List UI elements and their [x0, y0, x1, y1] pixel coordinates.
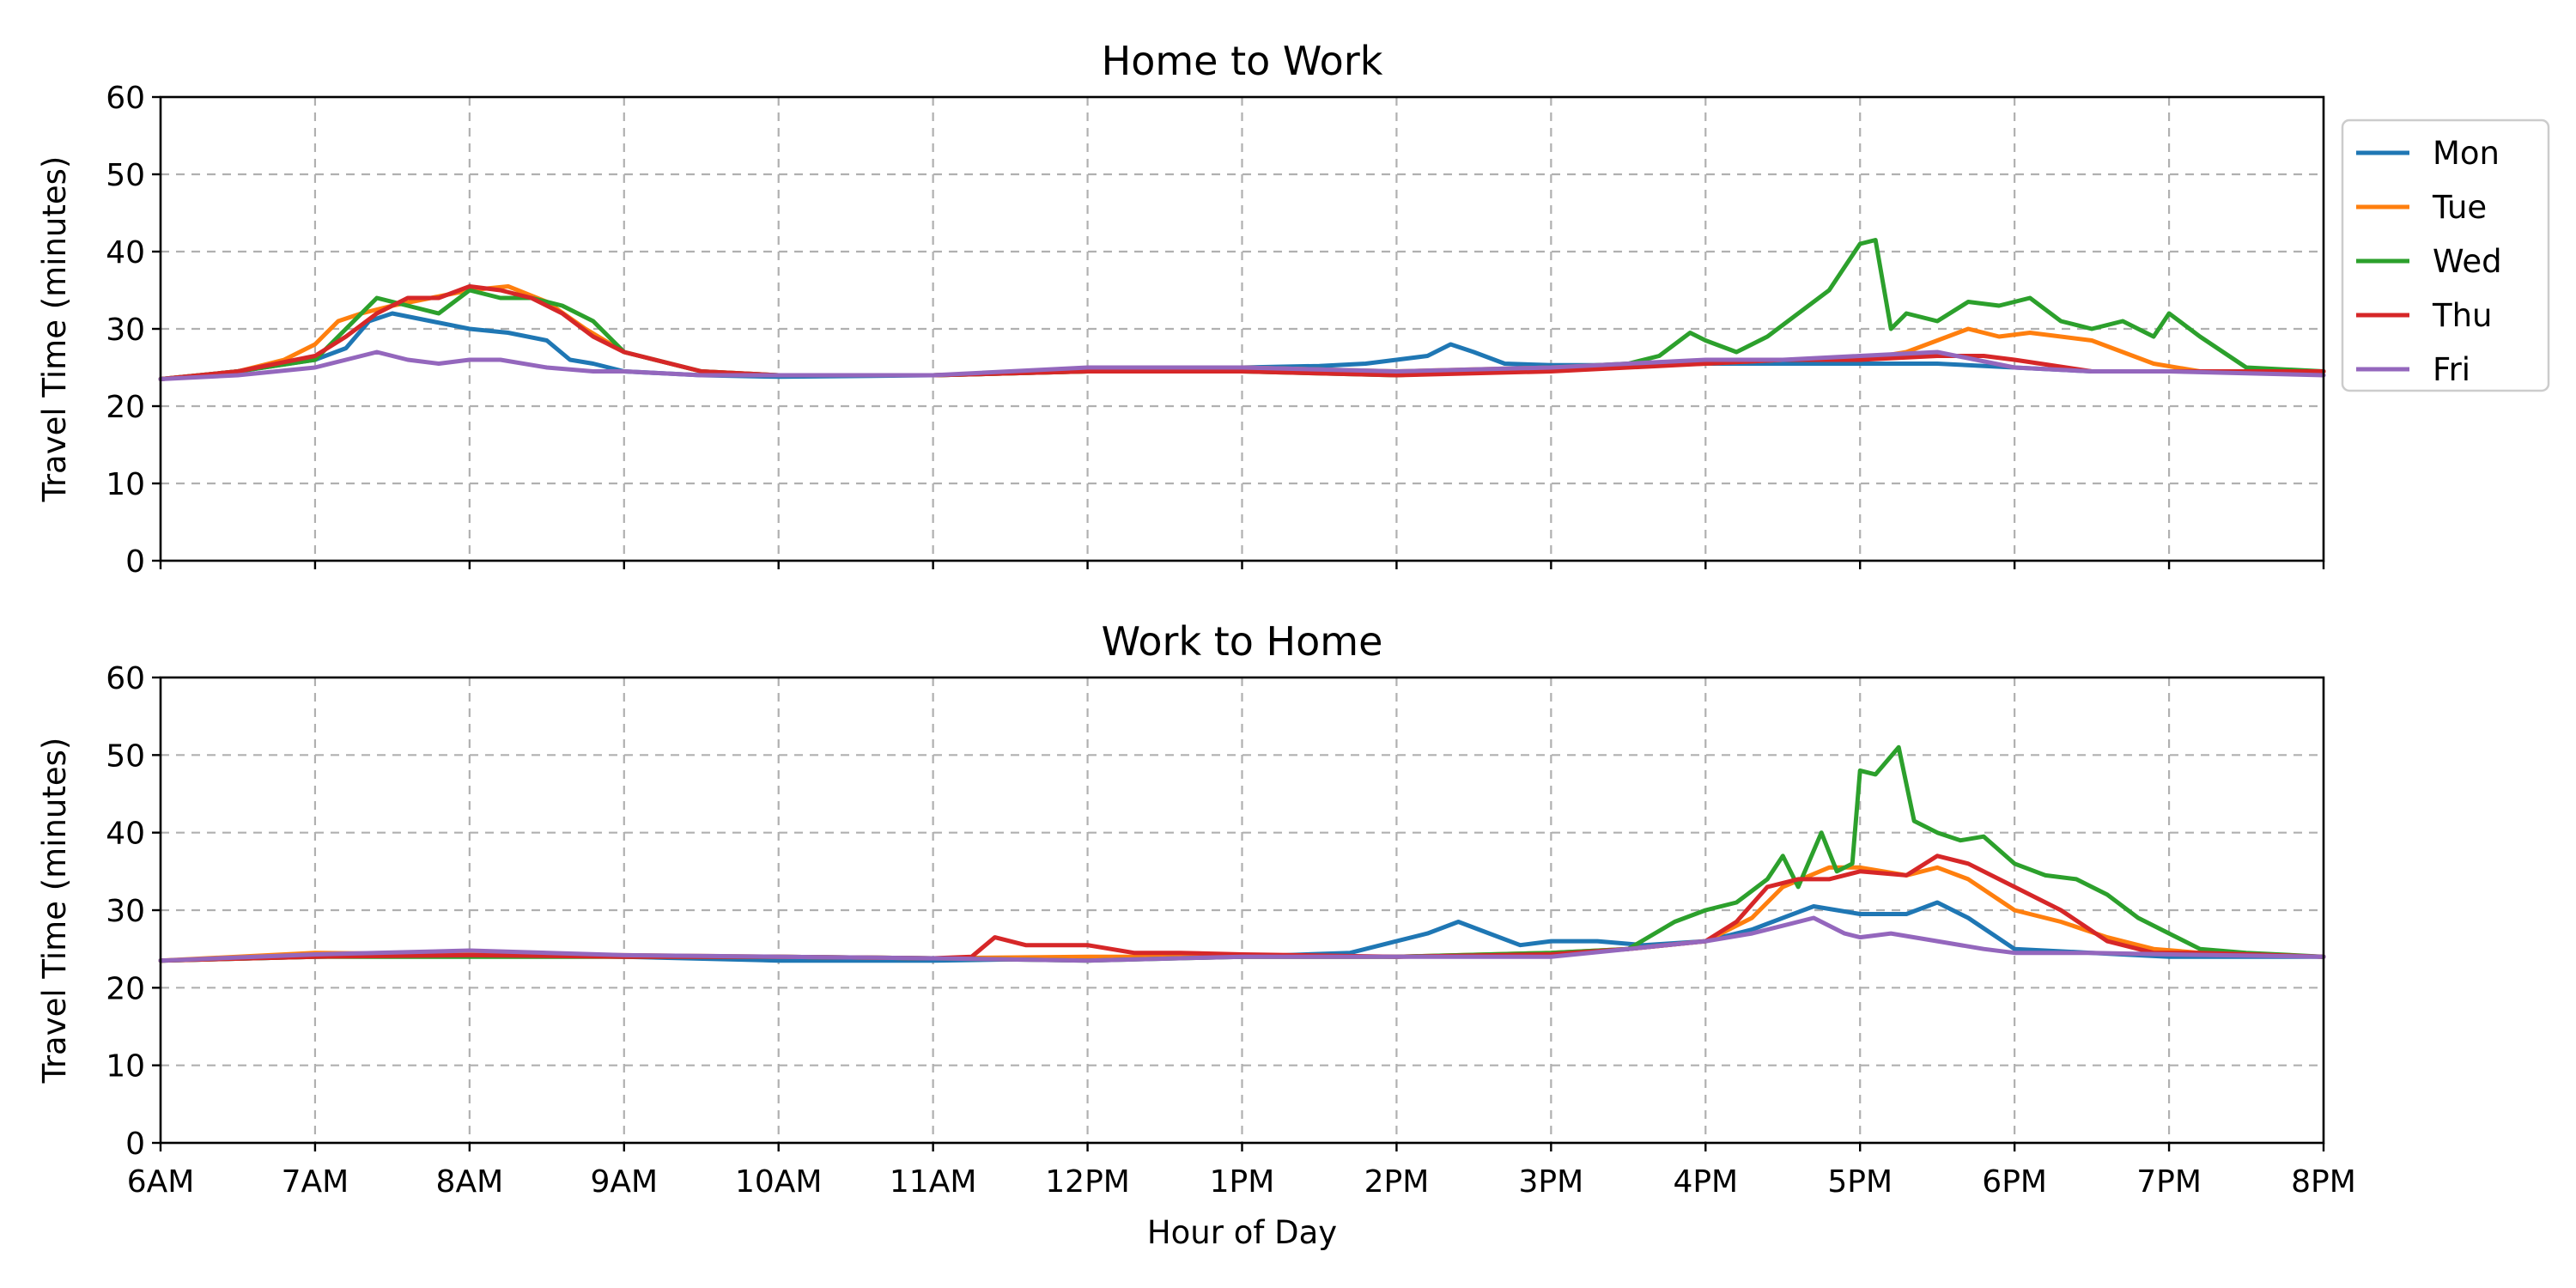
x-tick-label: 7PM [2136, 1164, 2202, 1200]
x-tick-label: 1PM [1210, 1164, 1275, 1200]
chart-title: Home to Work [1102, 38, 1383, 84]
legend-label-tue: Tue [2432, 189, 2487, 226]
series-line-wed [158, 238, 2326, 381]
x-tick-label: 9AM [590, 1164, 658, 1200]
y-tick-label: 20 [106, 971, 145, 1006]
y-tick-label: 40 [106, 817, 145, 852]
series-line-mon [158, 900, 2326, 963]
x-tick-label: 5PM [1827, 1164, 1893, 1200]
x-tick-label: 6AM [127, 1164, 195, 1200]
x-tick-label: 8PM [2291, 1164, 2356, 1200]
series-line-fri [158, 915, 2326, 963]
y-axis-label: Travel Time (minutes) [36, 156, 73, 503]
y-tick-label: 50 [106, 158, 145, 193]
y-tick-label: 0 [125, 1127, 145, 1162]
y-tick-label: 10 [106, 467, 145, 502]
x-tick-label: 8AM [436, 1164, 504, 1200]
legend-label-wed: Wed [2433, 243, 2502, 280]
x-tick-label: 2PM [1364, 1164, 1430, 1200]
legend-label-fri: Fri [2433, 351, 2470, 388]
y-tick-label: 30 [106, 313, 145, 348]
x-tick-label: 11AM [890, 1164, 977, 1200]
y-tick-label: 40 [106, 235, 145, 270]
legend-label-thu: Thu [2432, 297, 2493, 334]
x-tick-label: 7AM [282, 1164, 349, 1200]
x-tick-label: 3PM [1519, 1164, 1584, 1200]
y-tick-label: 0 [125, 544, 145, 580]
legend-label-mon: Mon [2433, 135, 2500, 172]
y-axis-label: Travel Time (minutes) [36, 738, 73, 1084]
y-tick-label: 50 [106, 738, 145, 774]
x-tick-label: 4PM [1673, 1164, 1738, 1200]
legend-box [2341, 118, 2550, 392]
y-tick-label: 60 [106, 661, 145, 696]
series-line-fri [158, 349, 2326, 381]
y-tick-label: 20 [106, 390, 145, 425]
x-tick-label: 10AM [735, 1164, 823, 1200]
y-tick-label: 60 [106, 81, 145, 116]
x-axis-label: Hour of Day [1147, 1214, 1337, 1251]
x-tick-label: 6PM [1982, 1164, 2047, 1200]
y-tick-label: 10 [106, 1049, 145, 1084]
x-tick-label: 12PM [1045, 1164, 1130, 1200]
chart-title: Work to Home [1102, 618, 1383, 665]
y-tick-label: 30 [106, 894, 145, 929]
